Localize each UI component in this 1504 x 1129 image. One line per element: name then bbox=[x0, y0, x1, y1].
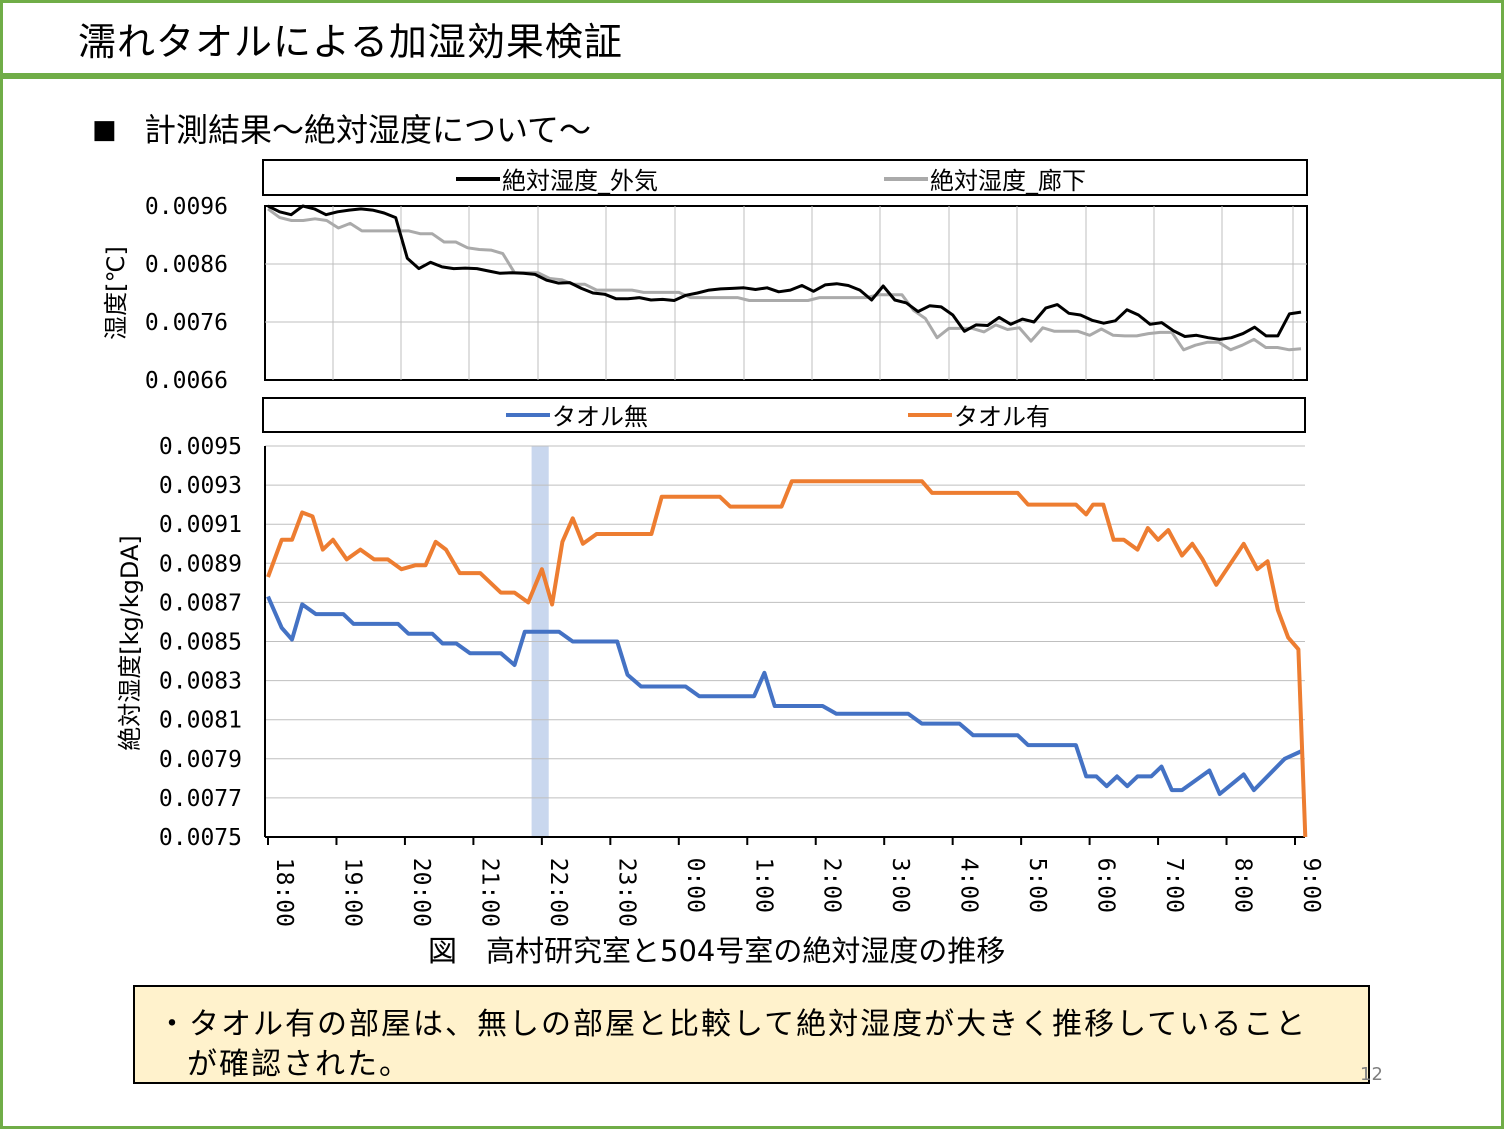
note-line-2: が確認された。 bbox=[187, 1047, 411, 1082]
bottom-legend-box bbox=[262, 397, 1306, 433]
legend-label-outside: 絶対湿度_外気 bbox=[502, 167, 658, 195]
bottom-y-tick-label: 0.0083 bbox=[159, 669, 242, 695]
x-tick-label: 19:00 bbox=[339, 858, 365, 927]
x-tick-label: 2:00 bbox=[819, 858, 845, 913]
top-chart: 絶対湿度_外気 絶対湿度_廊下 0.0096 0.0086 0.0076 0.0066… bbox=[102, 159, 1308, 394]
x-tick-label: 6:00 bbox=[1093, 858, 1119, 913]
legend-label-towel: タオル有 bbox=[954, 403, 1050, 431]
page-number: 12 bbox=[1360, 1064, 1383, 1085]
bottom-y-tick-label: 0.0093 bbox=[159, 473, 242, 499]
x-tick-label: 8:00 bbox=[1230, 858, 1256, 913]
bottom-y-axis-label: 絶対湿度[kg/kgDA] bbox=[116, 535, 144, 751]
bottom-y-tick-label: 0.0095 bbox=[159, 434, 242, 460]
heading-bullet: ■ bbox=[92, 115, 117, 145]
bottom-chart: タオル無 タオル有 0.0095 0.0093 0.0091 0.0089 0.0087… bbox=[116, 397, 1324, 927]
bottom-y-tick-label: 0.0081 bbox=[159, 708, 242, 734]
top-y-tick-label: 0.0066 bbox=[145, 368, 228, 394]
legend-label-corridor: 絶対湿度_廊下 bbox=[930, 167, 1086, 195]
note-line-1: ・タオル有の部屋は、無しの部屋と比較して絶対湿度が大きく推移していること bbox=[157, 1007, 1308, 1042]
x-tick-label: 22:00 bbox=[545, 858, 571, 927]
x-tick-label: 7:00 bbox=[1161, 858, 1187, 913]
bottom-y-tick-label: 0.0079 bbox=[159, 747, 242, 773]
x-tick-label: 20:00 bbox=[408, 858, 434, 927]
conclusion-note: ・タオル有の部屋は、無しの部屋と比較して絶対湿度が大きく推移していること が確認… bbox=[133, 985, 1370, 1084]
series-line-outside bbox=[267, 204, 1302, 341]
x-tick-label: 0:00 bbox=[682, 858, 708, 913]
figure-caption: 図 高村研究室と504号室の絶対湿度の推移 bbox=[428, 934, 1006, 968]
section-heading: ■ 計測結果～絶対湿度について～ bbox=[92, 105, 591, 151]
top-y-axis-label: 湿度[℃] bbox=[102, 246, 130, 340]
top-plot-area bbox=[264, 205, 1308, 381]
top-y-tick-label: 0.0086 bbox=[145, 252, 228, 278]
top-y-tick-label: 0.0076 bbox=[145, 310, 228, 336]
series-line-no-towel bbox=[266, 595, 1303, 796]
bottom-y-tick-label: 0.0089 bbox=[159, 551, 242, 577]
legend-label-no-towel: タオル無 bbox=[552, 403, 648, 431]
bottom-y-ticks: 0.0095 0.0093 0.0091 0.0089 0.0087 0.0085 0.00… bbox=[159, 434, 242, 851]
title-bar: 濡れタオルによる加湿効果検証 bbox=[3, 3, 1501, 79]
x-tick-label: 5:00 bbox=[1024, 858, 1050, 913]
top-y-tick-label: 0.0096 bbox=[145, 194, 228, 220]
x-tick-label: 18:00 bbox=[271, 858, 297, 927]
bottom-x-ticks: 18:00 19:00 20:00 21:00 22:00 23:00 0:00 1:00 2:… bbox=[267, 837, 1324, 927]
bottom-y-tick-label: 0.0075 bbox=[159, 825, 242, 851]
bottom-y-tick-label: 0.0077 bbox=[159, 786, 242, 812]
bottom-series bbox=[266, 479, 1308, 838]
bottom-gridlines bbox=[265, 445, 1305, 838]
series-line-towel bbox=[266, 479, 1308, 838]
x-tick-label: 1:00 bbox=[750, 858, 776, 913]
top-y-ticks: 0.0096 0.0086 0.0076 0.0066 bbox=[145, 194, 228, 394]
x-tick-label: 4:00 bbox=[956, 858, 982, 913]
slide-title: 濡れタオルによる加湿効果検証 bbox=[78, 20, 623, 64]
bottom-y-tick-label: 0.0087 bbox=[159, 590, 242, 616]
bottom-y-tick-label: 0.0091 bbox=[159, 512, 242, 538]
x-tick-label: 21:00 bbox=[476, 858, 502, 927]
heading-text: 計測結果～絶対湿度について～ bbox=[144, 111, 592, 149]
top-legend-box bbox=[262, 159, 1308, 196]
top-series bbox=[267, 204, 1302, 352]
x-tick-label: 9:00 bbox=[1298, 858, 1324, 913]
bottom-y-tick-label: 0.0085 bbox=[159, 630, 242, 656]
x-tick-label: 23:00 bbox=[613, 858, 639, 927]
x-tick-label: 3:00 bbox=[887, 858, 913, 913]
series-line-corridor bbox=[267, 207, 1302, 352]
